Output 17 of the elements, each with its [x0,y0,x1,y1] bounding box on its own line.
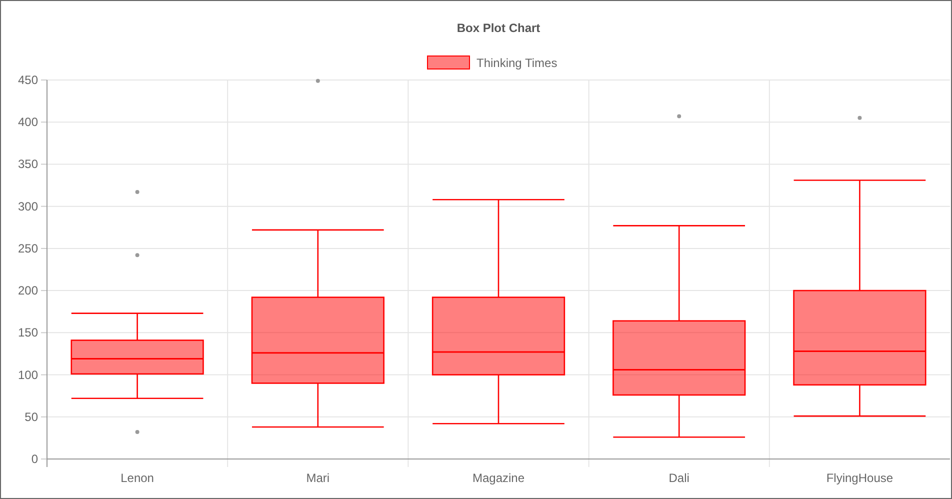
chart-title: Box Plot Chart [456,21,540,35]
y-tick-label: 400 [18,115,38,130]
x-tick-label: FlyingHouse [826,471,894,485]
x-tick-label: Dali [668,471,690,485]
y-tick-label: 150 [18,326,38,340]
y-tick-label: 0 [31,452,38,466]
y-tick-label: 350 [18,157,38,172]
y-tick-label: 300 [18,199,38,214]
y-tick-label: 50 [24,410,38,424]
x-tick-label: Magazine [472,471,525,485]
x-tick-label: Mari [306,471,330,485]
y-tick-label: 200 [18,284,38,298]
y-tick-label: 250 [18,241,38,256]
y-tick-label: 450 [18,73,38,87]
y-tick-label: 100 [18,368,38,382]
legend-label: Thinking Times [476,56,558,70]
x-tick-label: Lenon [120,471,154,485]
